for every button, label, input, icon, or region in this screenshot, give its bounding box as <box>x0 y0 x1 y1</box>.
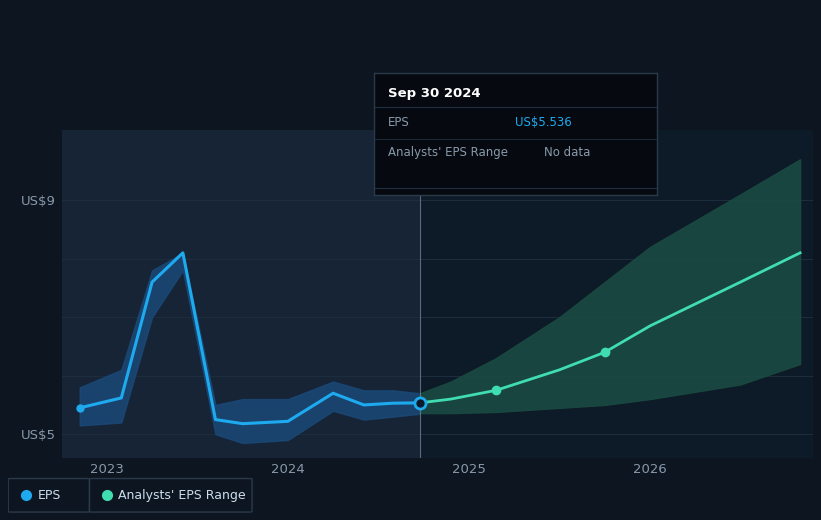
FancyBboxPatch shape <box>89 478 252 512</box>
Text: US$5.536: US$5.536 <box>516 115 572 128</box>
Text: No data: No data <box>544 146 589 159</box>
Text: Analysts' EPS Range: Analysts' EPS Range <box>118 489 246 502</box>
Text: EPS: EPS <box>388 115 410 128</box>
FancyBboxPatch shape <box>8 478 89 512</box>
Text: Analysts' EPS Range: Analysts' EPS Range <box>388 146 507 159</box>
Text: EPS: EPS <box>38 489 61 502</box>
Bar <box>62 130 420 458</box>
Text: Sep 30 2024: Sep 30 2024 <box>388 87 480 100</box>
Text: Analysts Forecasts: Analysts Forecasts <box>434 139 551 152</box>
Text: Actual: Actual <box>375 139 415 152</box>
